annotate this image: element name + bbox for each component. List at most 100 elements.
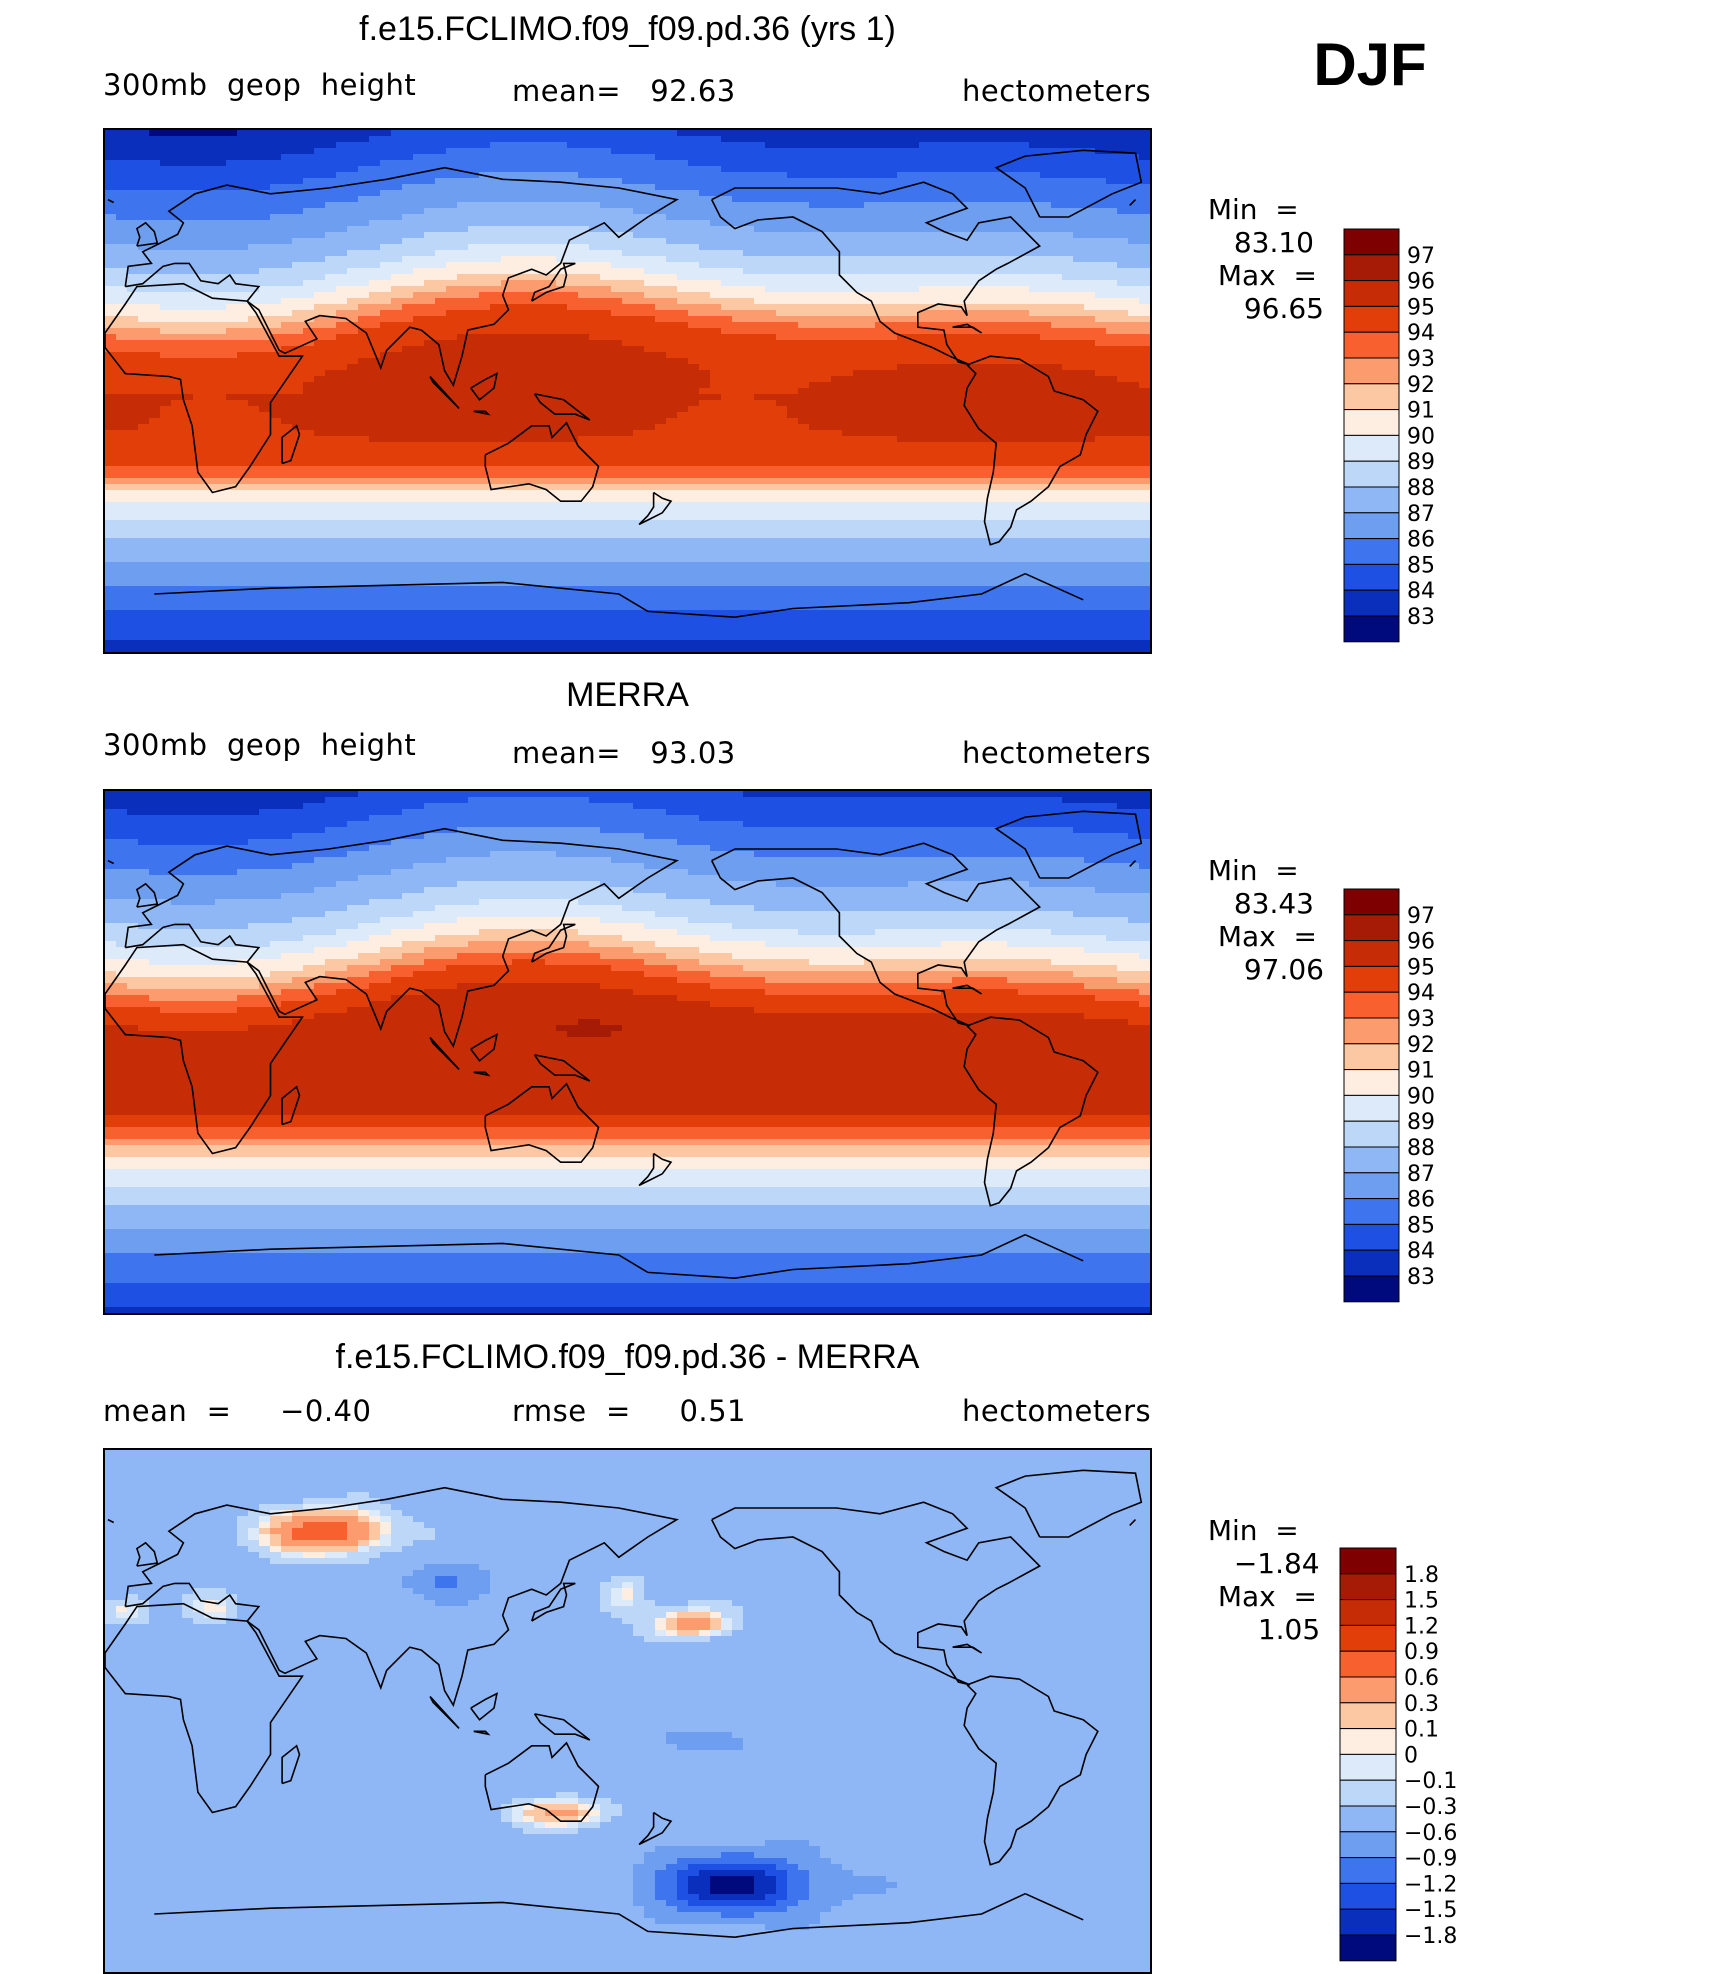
coastline	[473, 1730, 491, 1736]
contour-cell	[1095, 292, 1150, 299]
contour-cell	[809, 1888, 887, 1895]
colorbar-label: −0.6	[1404, 1821, 1457, 1846]
contour-cell	[380, 1540, 392, 1547]
contour-cell	[688, 1876, 711, 1883]
contour-cell	[633, 1882, 656, 1889]
contour-cell	[105, 550, 1150, 557]
contour-cell	[655, 1846, 821, 1853]
contour-cell	[105, 262, 293, 269]
colorbar-box	[1343, 914, 1400, 942]
contour-cell	[611, 1600, 634, 1607]
contour-cell	[105, 1732, 667, 1739]
panel-2-max-value: 97.06	[1243, 953, 1324, 986]
coastline	[994, 810, 1143, 879]
contour-cell	[358, 791, 744, 798]
coastline	[963, 1675, 1099, 1866]
contour-cell	[677, 1618, 711, 1625]
colorbar-label: 91	[1407, 399, 1435, 424]
contour-cell	[281, 418, 667, 425]
contour-cell	[270, 1516, 293, 1523]
contour-cell	[853, 1894, 1150, 1901]
contour-cell	[490, 142, 568, 149]
colorbar-label: 86	[1407, 528, 1435, 553]
contour-cell	[105, 586, 1150, 593]
contour-cell	[611, 1576, 645, 1583]
contour-cell	[655, 941, 766, 948]
contour-cell	[105, 214, 117, 221]
contour-cell	[105, 977, 293, 984]
contour-cell	[611, 857, 1085, 864]
contour-cell	[105, 1187, 1150, 1194]
contour-cell	[259, 983, 315, 990]
contour-cell	[611, 148, 1096, 155]
contour-cell	[105, 640, 1150, 647]
contour-cell	[105, 1864, 634, 1871]
contour-cell	[347, 1492, 370, 1499]
contour-cell	[787, 412, 1150, 419]
contour-cell	[457, 953, 601, 960]
contour-cell	[105, 989, 282, 996]
contour-cell	[105, 1624, 634, 1631]
coastline	[484, 1082, 600, 1164]
contour-cell	[127, 809, 260, 816]
contour-cell	[644, 1858, 678, 1865]
contour-cell	[105, 905, 348, 912]
contour-cell	[743, 1612, 1150, 1619]
contour-cell	[105, 971, 117, 978]
coastline	[638, 1811, 673, 1846]
contour-cell	[292, 238, 403, 245]
contour-cell	[644, 1582, 1150, 1589]
contour-cell	[578, 1810, 590, 1817]
contour-cell	[105, 622, 1150, 629]
contour-cell	[501, 1810, 513, 1817]
contour-cell	[512, 959, 546, 966]
contour-cell	[1139, 863, 1150, 870]
panel-3-contour-field	[105, 1450, 1150, 1972]
contour-cell	[105, 298, 282, 305]
coastline	[952, 323, 983, 334]
contour-cell	[380, 947, 425, 954]
colorbar-label: 0.3	[1404, 1692, 1439, 1717]
contour-cell	[413, 316, 656, 323]
contour-cell	[633, 1588, 645, 1595]
contour-cell	[369, 1528, 381, 1535]
contour-cell	[578, 172, 788, 179]
contour-cell	[435, 935, 623, 942]
contour-cell	[787, 406, 1150, 413]
contour-cell	[105, 484, 1150, 491]
contour-cell	[677, 1882, 689, 1889]
contour-cell	[347, 821, 744, 828]
contour-cell	[413, 268, 645, 275]
contour-cell	[391, 274, 458, 281]
contour-cell	[105, 520, 1150, 527]
contour-cell	[105, 809, 128, 816]
contour-cell	[105, 1139, 1150, 1146]
panel-2-map	[103, 789, 1152, 1315]
contour-cell	[512, 1816, 524, 1823]
contour-cell	[402, 346, 645, 353]
contour-cell	[369, 1522, 381, 1529]
colorbar-box	[1343, 615, 1400, 643]
contour-cell	[677, 1876, 689, 1883]
contour-cell	[578, 1816, 590, 1823]
contour-cell	[237, 1612, 612, 1619]
colorbar-box	[1339, 1934, 1397, 1962]
contour-cell	[787, 1894, 810, 1901]
contour-cell	[369, 436, 579, 443]
contour-cell	[105, 1660, 1150, 1667]
contour-cell	[160, 1007, 238, 1014]
contour-cell	[138, 1594, 183, 1601]
contour-cell	[314, 857, 447, 864]
contour-cell	[1095, 370, 1150, 377]
contour-cell	[105, 556, 1150, 563]
contour-cell	[105, 562, 1150, 569]
coastline	[281, 1085, 301, 1126]
contour-cell	[226, 1606, 238, 1613]
contour-cell	[897, 1882, 1150, 1889]
contour-cell	[1106, 935, 1150, 942]
contour-cell	[446, 262, 612, 269]
contour-cell	[325, 232, 425, 239]
contour-cell	[105, 1720, 1150, 1727]
coastline	[1129, 860, 1137, 867]
contour-cell	[600, 1810, 623, 1817]
